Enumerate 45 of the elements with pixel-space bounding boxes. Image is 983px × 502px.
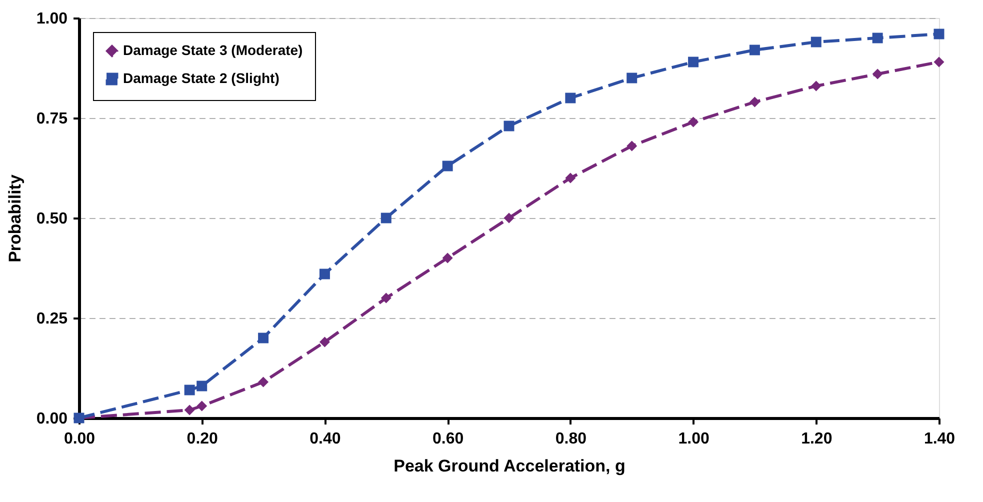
point [258,376,269,388]
x-tick-label: 0.80 [555,430,587,448]
y-tick-label: 0.75 [36,110,68,128]
legend-label: Damage State 2 (Slight) [123,70,280,86]
y-axis-title: Probability [5,174,24,262]
x-tick-label: 0.00 [64,430,96,448]
point [565,92,576,104]
point [810,36,822,48]
x-tick-label: 0.20 [186,430,218,448]
point [196,400,208,412]
point [380,212,392,224]
y-tick-label: 0.50 [36,210,68,228]
point [258,332,269,344]
x-tick-label: 0.40 [310,430,341,448]
point [504,120,514,132]
legend-label: Damage State 3 (Moderate) [123,42,303,58]
point [934,28,944,40]
x-tick-label: 0.60 [432,430,464,448]
y-tick-label: 0.25 [36,310,68,328]
point [872,68,883,80]
point [442,160,453,172]
point [934,56,944,68]
y-tick-label: 0.00 [36,410,68,428]
y-tick-label: 1.00 [36,10,68,28]
point [749,96,760,108]
point [380,292,392,304]
point [872,32,883,44]
point [688,56,699,68]
x-tick-label: 1.00 [678,430,710,448]
point [196,380,208,392]
point [319,268,330,280]
point [184,404,195,416]
point [184,384,195,396]
point [626,140,638,152]
point [626,72,638,84]
point [565,172,576,184]
point [810,80,822,92]
x-axis-title: Peak Ground Acceleration, g [394,456,626,476]
point [319,336,330,348]
x-tick-label: 1.40 [924,430,956,448]
x-tick-label: 1.20 [801,430,832,448]
point [504,212,514,224]
point [688,116,699,128]
point [442,252,453,264]
point [749,44,760,56]
